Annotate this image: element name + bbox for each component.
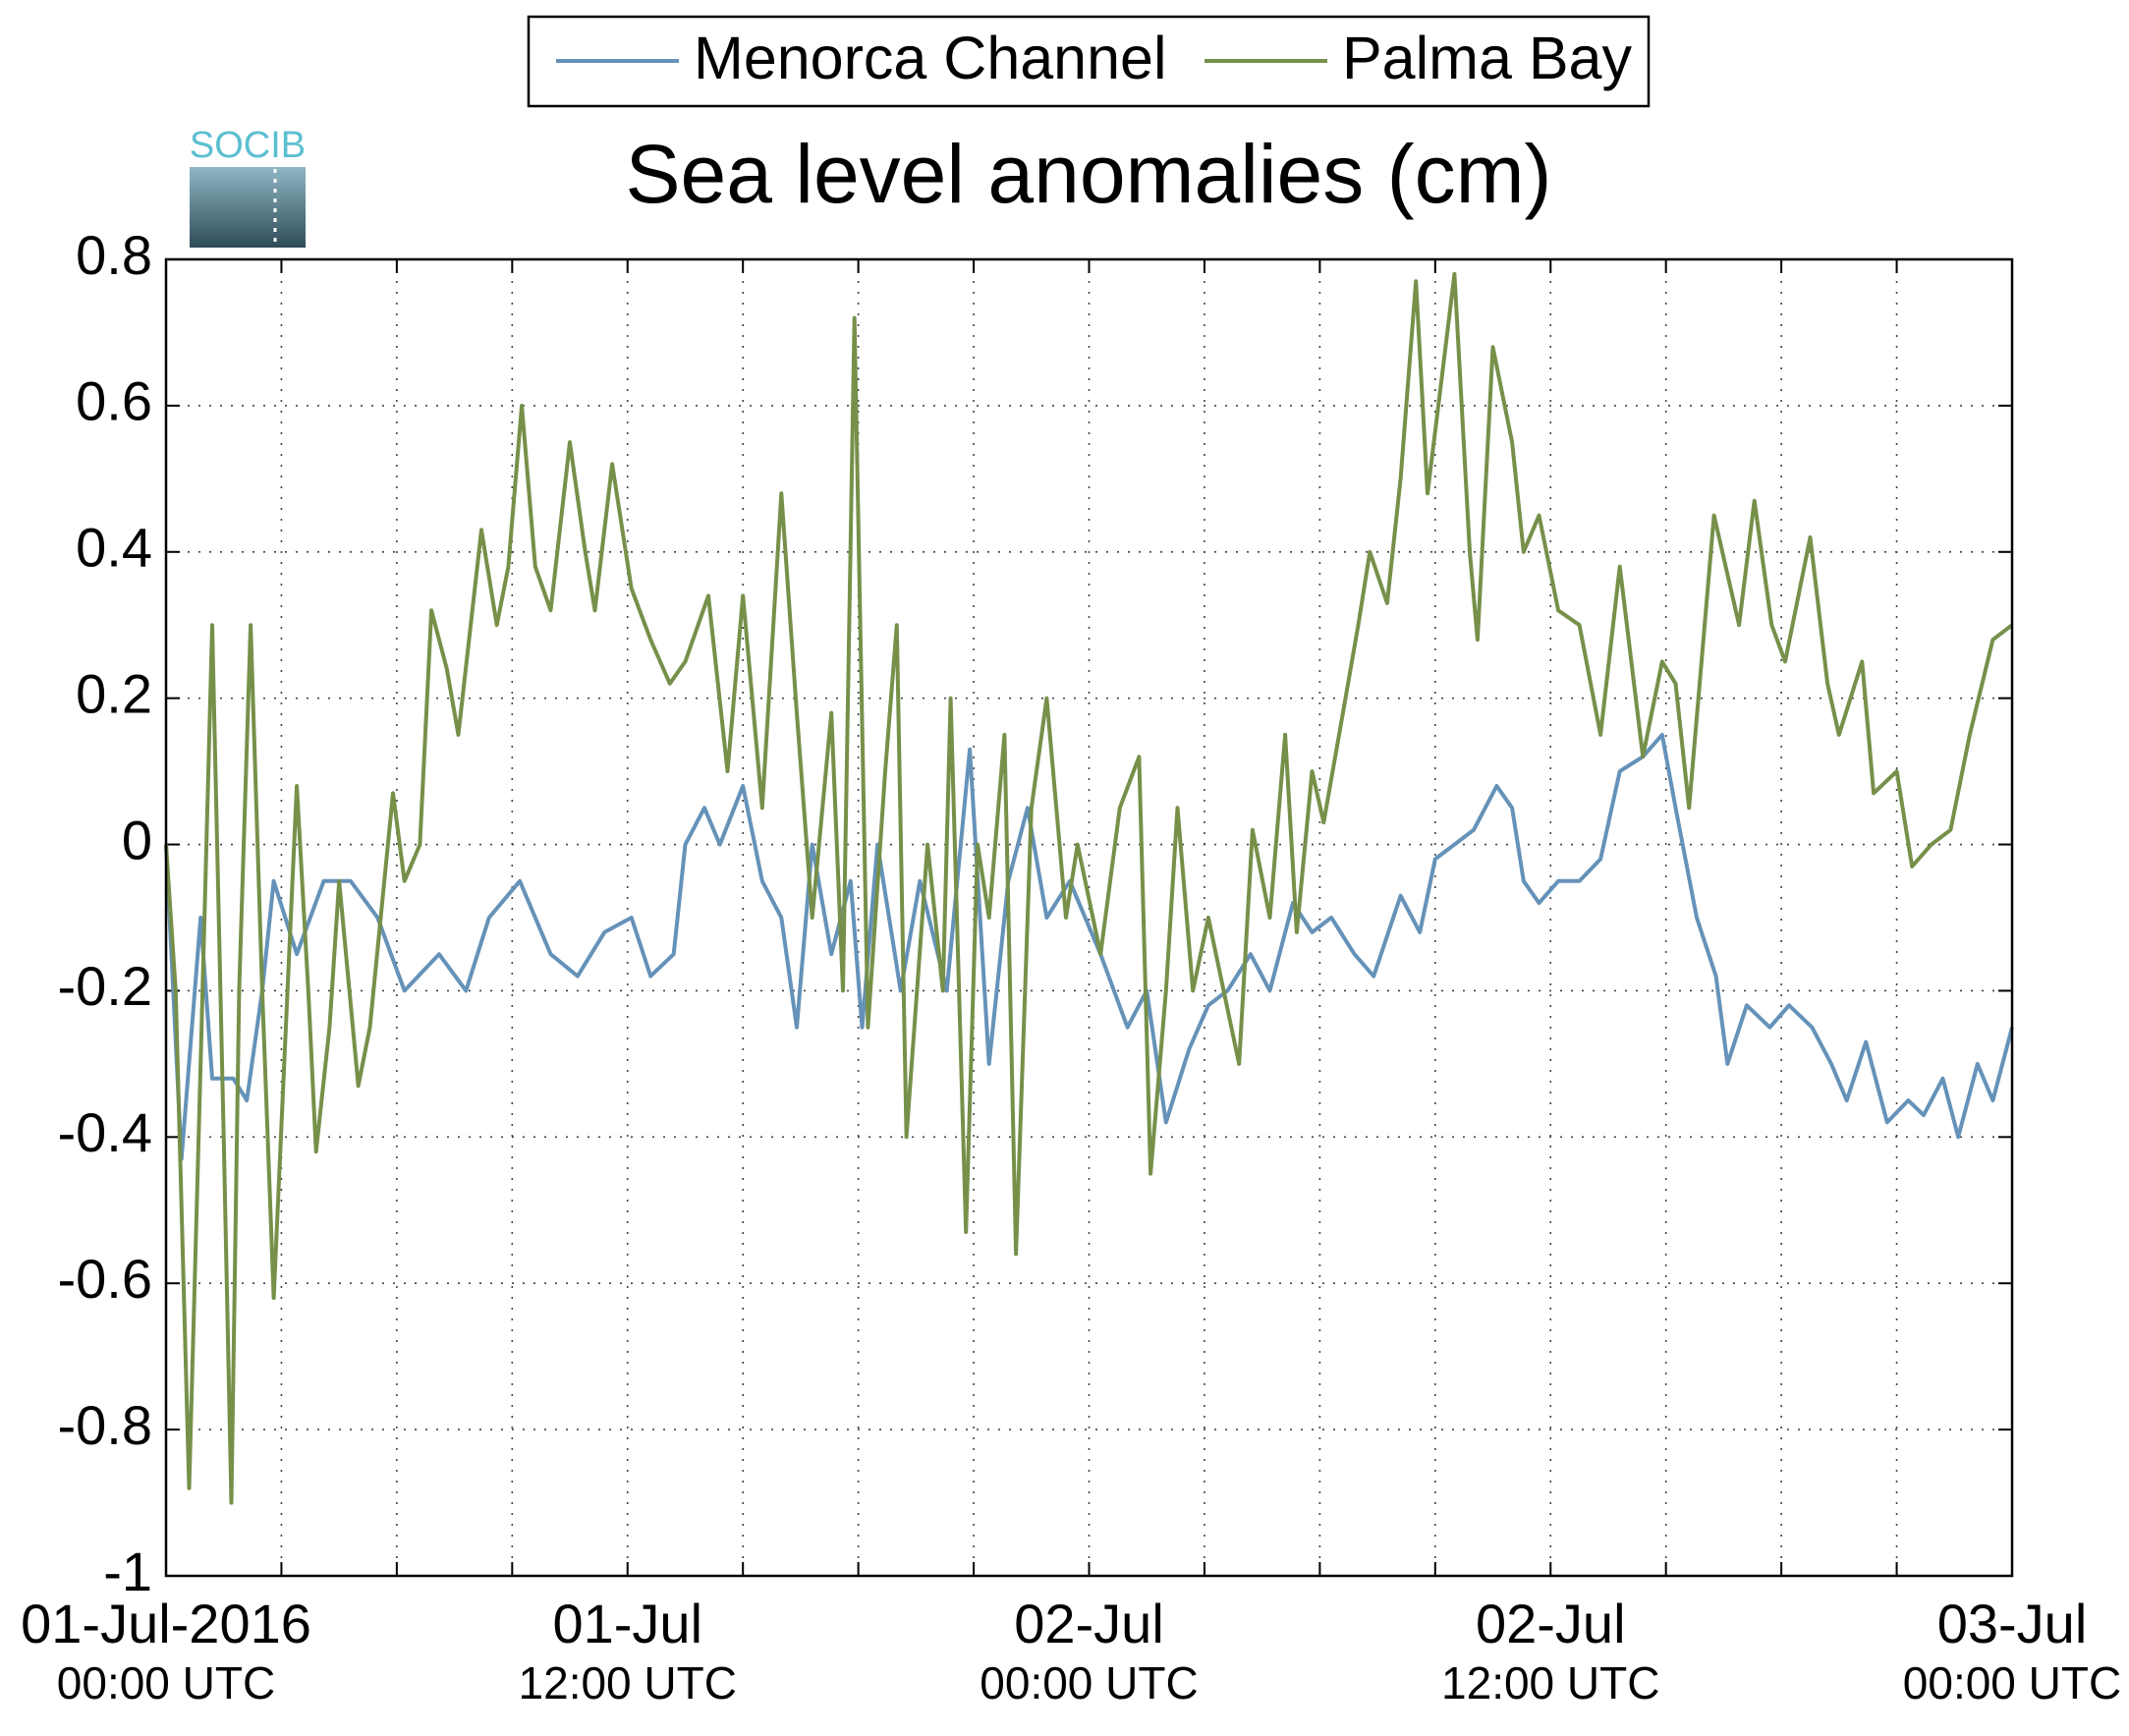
series-line — [164, 271, 2014, 1505]
y-tick-label: -0.4 — [58, 1101, 153, 1163]
legend-label: Menorca Channel — [694, 25, 1167, 91]
legend-box — [527, 15, 1651, 108]
y-tick-label: -0.2 — [58, 955, 153, 1017]
logo: SOCIB — [190, 125, 306, 248]
x-tick-label: 01-Jul-2016 — [21, 1593, 311, 1654]
chart-title: Sea level anomalies (cm) — [625, 128, 1551, 220]
y-tick-label: 0.4 — [76, 517, 152, 579]
x-tick-label: 12:00 UTC — [519, 1657, 737, 1708]
plot-frame — [164, 257, 2014, 1578]
y-tick-label: 0.2 — [76, 662, 152, 724]
y-tick-label: -1 — [103, 1540, 152, 1602]
x-tick-label: 00:00 UTC — [57, 1657, 275, 1708]
logo-text: SOCIB — [190, 125, 306, 166]
x-tick-label: 02-Jul — [1476, 1593, 1626, 1654]
y-tick-label: -0.6 — [58, 1248, 153, 1310]
legend-label: Palma Bay — [1342, 25, 1632, 91]
x-tick-label: 03-Jul — [1937, 1593, 2088, 1654]
x-tick-label: 12:00 UTC — [1441, 1657, 1659, 1708]
x-tick-label: 00:00 UTC — [1903, 1657, 2121, 1708]
series-line — [164, 732, 2014, 1161]
y-tick-label: 0.6 — [76, 370, 152, 432]
x-tick-label: 00:00 UTC — [980, 1657, 1198, 1708]
y-tick-label: -0.8 — [58, 1394, 153, 1456]
y-tick-label: 0.8 — [76, 224, 152, 286]
x-tick-label: 02-Jul — [1014, 1593, 1164, 1654]
x-tick-label: 01-Jul — [552, 1593, 702, 1654]
logo-block — [190, 167, 306, 248]
y-tick-label: 0 — [122, 809, 152, 870]
